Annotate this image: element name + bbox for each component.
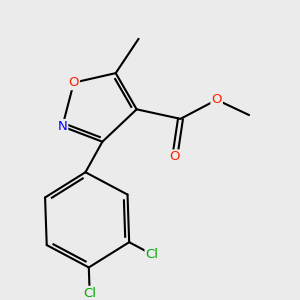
Text: Cl: Cl — [146, 248, 159, 261]
Text: O: O — [68, 76, 79, 89]
Text: O: O — [169, 151, 180, 164]
Text: Cl: Cl — [83, 287, 96, 300]
Text: O: O — [212, 93, 222, 106]
Text: N: N — [58, 120, 67, 133]
